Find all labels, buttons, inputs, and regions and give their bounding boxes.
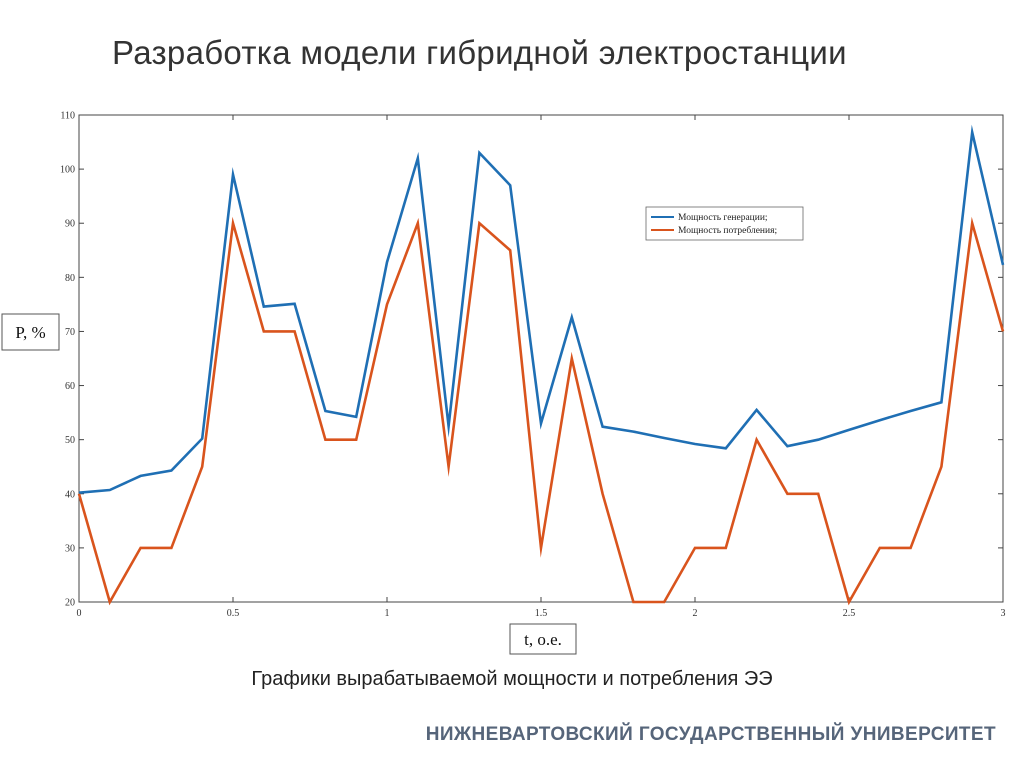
axis-labels: P, % t, о.е.: [1, 313, 577, 655]
plot-frame: [78, 114, 1004, 603]
x-tick-label: 0: [77, 608, 82, 619]
plot-area: [78, 114, 1004, 603]
y-axis-label: P, %: [15, 323, 45, 342]
x-tick-label: 1.5: [535, 608, 548, 619]
x-tick-label: 2: [693, 608, 698, 619]
y-tick-label: 110: [60, 111, 75, 122]
legend: Мощность генерации; Мощность потребления;: [645, 206, 804, 241]
y-tick-label: 20: [65, 598, 75, 609]
y-axis-label-box: [1, 313, 60, 351]
series-line-1: [78, 124, 1005, 494]
university-name: НИЖНЕВАРТОВСКИЙ ГОСУДАРСТВЕННЫЙ УНИВЕРСИ…: [425, 724, 996, 745]
chart-caption: Графики вырабатываемой мощности и потреб…: [251, 668, 773, 690]
y-tick-label: 40: [65, 489, 75, 500]
x-axis-label: t, о.е.: [524, 630, 562, 649]
y-tick-label: 90: [65, 219, 75, 230]
y-tick-label: 50: [65, 435, 75, 446]
legend-entry: Мощность генерации;: [678, 213, 768, 223]
series-line-2: [77, 216, 1005, 606]
axis-ticks: 0 0.5 1 1.5 2 2.5 3 20 30 40 50 60 70 80 90 100 110: [60, 111, 1006, 620]
legend-box: [645, 206, 804, 241]
y-tick-label: 100: [60, 165, 75, 176]
x-axis-label-box: [509, 623, 577, 655]
x-tick-label: 1: [385, 608, 390, 619]
y-tick-label: 30: [65, 543, 75, 554]
slide-title: Разработка модели гибридной электростанц…: [112, 34, 847, 71]
line-chart: 0 0.5 1 1.5 2 2.5 3 20 30 40 50 60 70 80 90 100 110 Мощн…: [1, 111, 1006, 655]
y-tick-label: 60: [65, 381, 75, 392]
y-tick-label: 80: [65, 273, 75, 284]
y-tick-label: 70: [65, 327, 75, 338]
x-tick-label: 3: [1001, 608, 1006, 619]
x-tick-label: 2.5: [843, 608, 856, 619]
legend-entry: Мощность потребления;: [678, 225, 777, 236]
series-lines: [77, 124, 1005, 606]
x-tick-label: 0.5: [227, 608, 240, 619]
